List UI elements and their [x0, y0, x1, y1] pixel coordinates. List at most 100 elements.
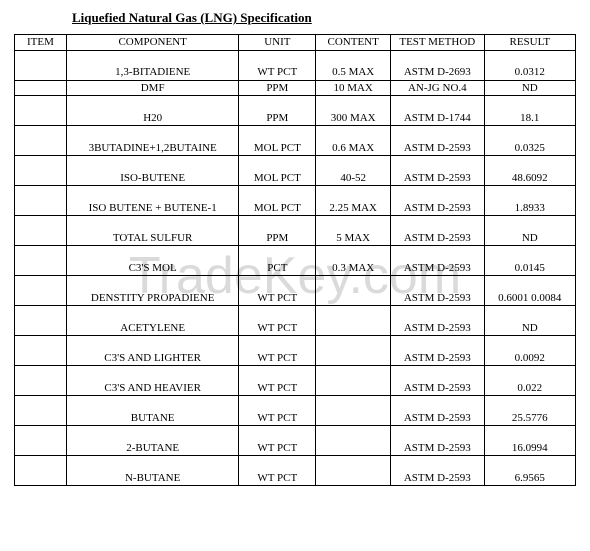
cell-item [15, 456, 67, 486]
cell-component: 2-BUTANE [66, 426, 238, 456]
cell-method: ASTM D-2593 [391, 366, 485, 396]
cell-item [15, 186, 67, 216]
cell-component: BUTANE [66, 396, 238, 426]
cell-result: 0.0145 [484, 246, 575, 276]
cell-unit: PPM [239, 216, 316, 246]
cell-item [15, 96, 67, 126]
col-unit: UNIT [239, 35, 316, 51]
cell-result: 6.9565 [484, 456, 575, 486]
cell-method: ASTM D-2593 [391, 186, 485, 216]
cell-content: 5 MAX [316, 216, 391, 246]
cell-item [15, 216, 67, 246]
cell-method: ASTM D-2593 [391, 156, 485, 186]
cell-method: ASTM D-2593 [391, 396, 485, 426]
cell-result: 0.6001 0.0084 [484, 276, 575, 306]
table-row: C3'S AND HEAVIERWT PCTASTM D-25930.022 [15, 366, 576, 396]
table-row: DENSTITY PROPADIENEWT PCT ASTM D-25930.60… [15, 276, 576, 306]
cell-unit: WT PCT [239, 50, 316, 80]
cell-content [316, 336, 391, 366]
cell-unit: MOL PCT [239, 126, 316, 156]
cell-content [316, 426, 391, 456]
cell-result: ND [484, 80, 575, 96]
col-content: CONTENT [316, 35, 391, 51]
cell-component: C3'S AND HEAVIER [66, 366, 238, 396]
cell-item [15, 246, 67, 276]
cell-result: 0.022 [484, 366, 575, 396]
page-title: Liquefied Natural Gas (LNG) Specificatio… [72, 10, 576, 26]
cell-method: ASTM D-2593 [391, 246, 485, 276]
table-row: 2-BUTANEWT PCTASTM D-259316.0994 [15, 426, 576, 456]
table-row: ACETYLENEWT PCT ASTM D-2593ND [15, 306, 576, 336]
cell-content [316, 396, 391, 426]
table-row: TOTAL SULFURPPM5 MAXASTM D-2593ND [15, 216, 576, 246]
cell-item [15, 336, 67, 366]
col-component: COMPONENT [66, 35, 238, 51]
spec-table: ITEM COMPONENT UNIT CONTENT TEST METHOD … [14, 34, 576, 486]
cell-component: C3'S MOL [66, 246, 238, 276]
cell-item [15, 80, 67, 96]
cell-content: 40-52 [316, 156, 391, 186]
cell-content: 10 MAX [316, 80, 391, 96]
cell-content: 0.6 MAX [316, 126, 391, 156]
cell-unit: WT PCT [239, 306, 316, 336]
table-row: N-BUTANEWT PCT ASTM D-25936.9565 [15, 456, 576, 486]
cell-content: 0.3 MAX [316, 246, 391, 276]
table-row: H20PPM300 MAXASTM D-174418.1 [15, 96, 576, 126]
table-row: C3'S MOLPCT0.3 MAXASTM D-25930.0145 [15, 246, 576, 276]
cell-method: AN-JG NO.4 [391, 80, 485, 96]
cell-item [15, 396, 67, 426]
cell-method: ASTM D-2593 [391, 306, 485, 336]
cell-unit: WT PCT [239, 276, 316, 306]
cell-item [15, 306, 67, 336]
cell-component: N-BUTANE [66, 456, 238, 486]
cell-component: DENSTITY PROPADIENE [66, 276, 238, 306]
cell-component: C3'S AND LIGHTER [66, 336, 238, 366]
table-header-row: ITEM COMPONENT UNIT CONTENT TEST METHOD … [15, 35, 576, 51]
cell-result: 0.0325 [484, 126, 575, 156]
table-row: ISO BUTENE + BUTENE-1MOL PCT2.25 MAXASTM… [15, 186, 576, 216]
cell-component: H20 [66, 96, 238, 126]
cell-unit: WT PCT [239, 456, 316, 486]
cell-item [15, 366, 67, 396]
cell-method: ASTM D-2593 [391, 276, 485, 306]
cell-result: 18.1 [484, 96, 575, 126]
cell-item [15, 156, 67, 186]
table-row: DMFPPM10 MAXAN-JG NO.4ND [15, 80, 576, 96]
cell-item [15, 50, 67, 80]
table-row: 3BUTADINE+1,2BUTAINEMOL PCT0.6 MAXASTM D… [15, 126, 576, 156]
cell-item [15, 126, 67, 156]
cell-unit: PCT [239, 246, 316, 276]
cell-component: 3BUTADINE+1,2BUTAINE [66, 126, 238, 156]
cell-method: ASTM D-2693 [391, 50, 485, 80]
table-row: C3'S AND LIGHTERWT PCTASTM D-25930.0092 [15, 336, 576, 366]
cell-unit: WT PCT [239, 426, 316, 456]
col-method: TEST METHOD [391, 35, 485, 51]
cell-unit: WT PCT [239, 396, 316, 426]
cell-component: 1,3-BITADIENE [66, 50, 238, 80]
cell-method: ASTM D-2593 [391, 216, 485, 246]
cell-content: 300 MAX [316, 96, 391, 126]
cell-content [316, 276, 391, 306]
cell-result: 0.0312 [484, 50, 575, 80]
cell-result: 0.0092 [484, 336, 575, 366]
table-row: BUTANEWT PCT ASTM D-259325.5776 [15, 396, 576, 426]
cell-unit: PPM [239, 96, 316, 126]
cell-result: 1.8933 [484, 186, 575, 216]
cell-method: ASTM D-2593 [391, 456, 485, 486]
cell-method: ASTM D-1744 [391, 96, 485, 126]
table-row: 1,3-BITADIENEWT PCT0.5 MAXASTM D-26930.0… [15, 50, 576, 80]
cell-result: ND [484, 216, 575, 246]
cell-result: 25.5776 [484, 396, 575, 426]
cell-component: ACETYLENE [66, 306, 238, 336]
cell-unit: MOL PCT [239, 156, 316, 186]
col-result: RESULT [484, 35, 575, 51]
col-item: ITEM [15, 35, 67, 51]
cell-content [316, 366, 391, 396]
cell-method: ASTM D-2593 [391, 336, 485, 366]
cell-unit: MOL PCT [239, 186, 316, 216]
table-row: ISO-BUTENEMOL PCT40-52ASTM D-259348.6092 [15, 156, 576, 186]
cell-component: DMF [66, 80, 238, 96]
cell-result: 48.6092 [484, 156, 575, 186]
cell-result: ND [484, 306, 575, 336]
cell-unit: PPM [239, 80, 316, 96]
